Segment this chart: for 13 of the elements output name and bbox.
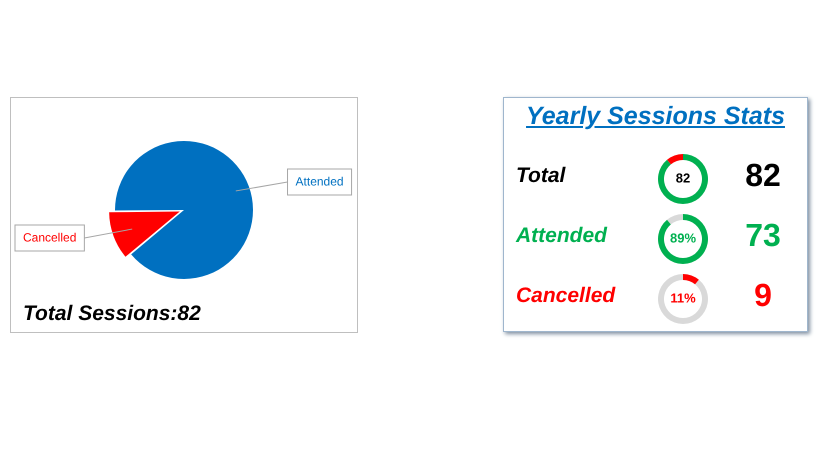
text: 82 — [676, 170, 690, 186]
slice-label: Cancelled — [22, 230, 76, 244]
text: Total — [516, 164, 566, 188]
text: 73 — [744, 217, 782, 254]
slice-label: Attended — [296, 174, 344, 188]
text: Cancelled — [516, 284, 616, 308]
text: 89% — [670, 230, 696, 246]
text: Yearly Sessions Stats — [525, 102, 786, 131]
text: 9 — [753, 277, 773, 314]
text: Total Sessions:82 — [23, 302, 201, 326]
text: 11% — [670, 290, 696, 306]
text: Attended — [516, 224, 607, 248]
text: 82 — [744, 157, 782, 194]
